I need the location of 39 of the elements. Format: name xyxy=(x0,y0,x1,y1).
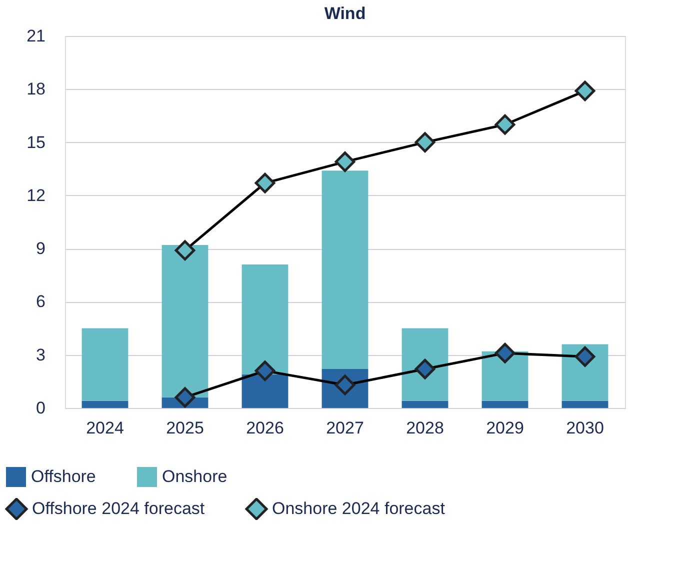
legend-label: Onshore xyxy=(162,467,228,486)
x-tick-label: 2027 xyxy=(326,418,364,438)
point xyxy=(494,114,516,135)
x-tick-label: 2026 xyxy=(246,418,284,438)
bar xyxy=(482,351,528,401)
bar xyxy=(562,344,608,401)
legend-label: Onshore 2024 forecast xyxy=(272,499,446,518)
legend-label: Offshore xyxy=(31,467,96,486)
y-tick-label: 6 xyxy=(36,292,46,312)
x-tick-label: 2029 xyxy=(486,418,524,438)
point xyxy=(174,240,196,261)
point xyxy=(174,387,196,408)
point xyxy=(254,172,276,194)
point xyxy=(494,342,516,364)
bar xyxy=(402,328,448,401)
bar xyxy=(562,400,608,408)
point xyxy=(414,132,436,152)
x-tick-label: 2028 xyxy=(406,418,444,438)
bar xyxy=(82,328,128,401)
x-tick-label: 2024 xyxy=(86,418,124,438)
point xyxy=(574,346,596,367)
y-tick-label: 21 xyxy=(26,26,46,46)
x-tick-label: 2025 xyxy=(166,418,204,438)
bar xyxy=(482,400,528,408)
bar xyxy=(402,400,448,408)
point xyxy=(574,80,596,102)
x-tick-label: 2030 xyxy=(566,418,604,438)
bar xyxy=(82,400,128,408)
point xyxy=(254,360,276,381)
y-tick-label: 15 xyxy=(26,132,46,152)
bar xyxy=(242,264,288,374)
chart-title: Wind xyxy=(324,4,366,23)
legend-label: Offshore 2024 forecast xyxy=(32,499,205,518)
point xyxy=(334,152,356,172)
y-tick-label: 3 xyxy=(36,345,46,364)
y-tick-label: 18 xyxy=(26,80,46,99)
y-tick-label: 0 xyxy=(36,398,46,418)
y-tick-label: 9 xyxy=(36,239,46,258)
y-tick-label: 12 xyxy=(26,186,46,205)
